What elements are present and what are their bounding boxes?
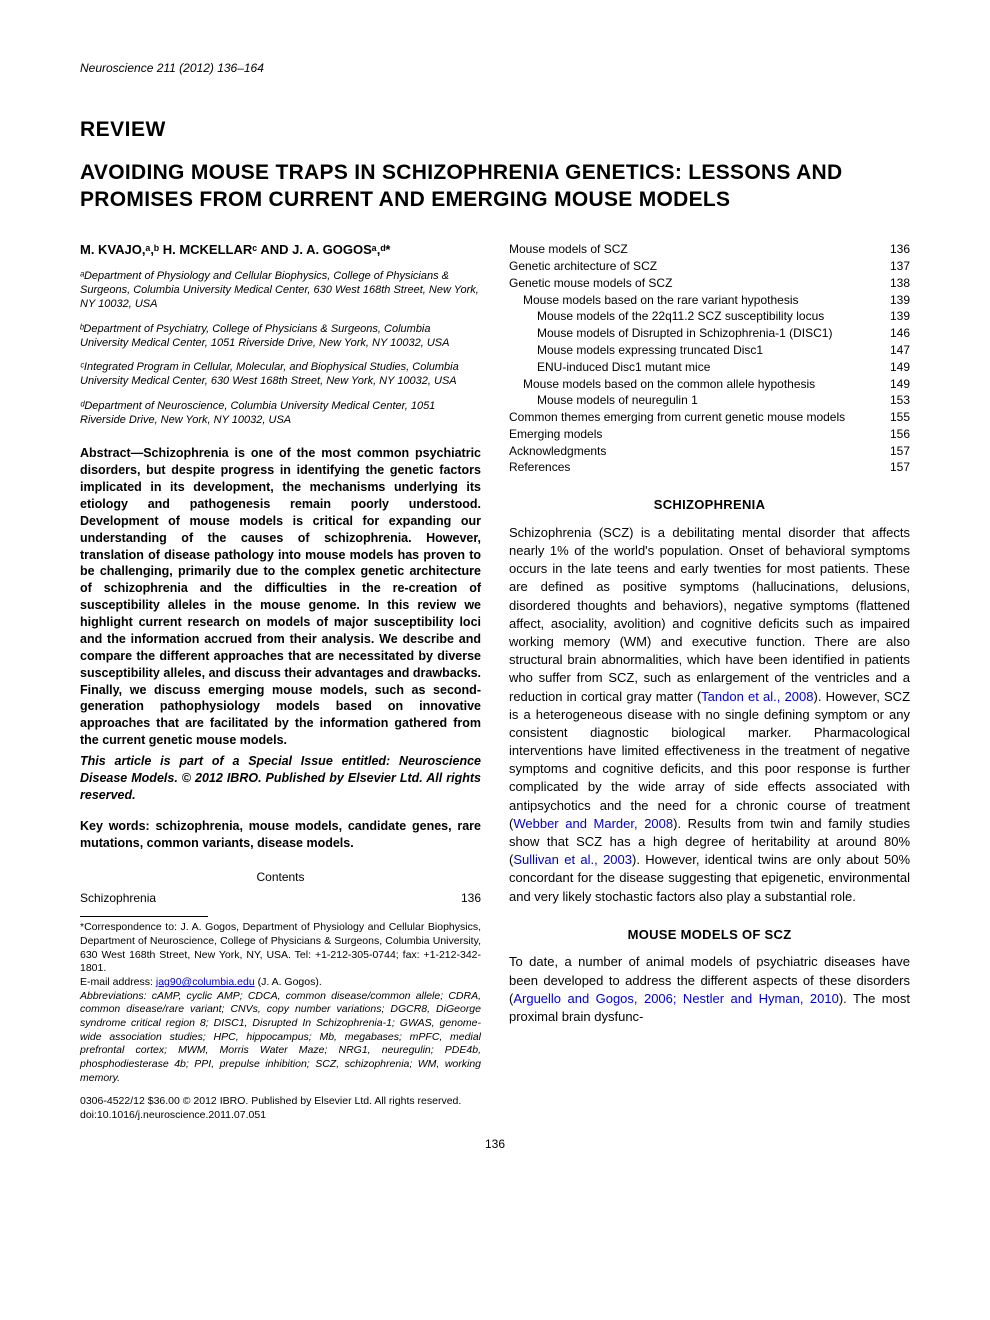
toc-left: Schizophrenia136 [80, 890, 481, 907]
toc-label: Mouse models of SCZ [509, 241, 884, 258]
authors-line: M. KVAJO,ᵃ,ᵇ H. MCKELLARᶜ AND J. A. GOGO… [80, 241, 481, 259]
affiliation-d: ᵈDepartment of Neuroscience, Columbia Un… [80, 399, 481, 428]
toc-entry: Genetic architecture of SCZ137 [509, 258, 910, 275]
citation-webber[interactable]: Webber and Marder, 2008 [513, 816, 673, 831]
toc-label: Emerging models [509, 426, 884, 443]
affiliation-a: ᵃDepartment of Physiology and Cellular B… [80, 269, 481, 312]
paper-title: AVOIDING MOUSE TRAPS IN SCHIZOPHRENIA GE… [80, 159, 910, 214]
toc-page: 136 [884, 241, 910, 258]
citation-tandon[interactable]: Tandon et al., 2008 [701, 689, 813, 704]
review-label: REVIEW [80, 116, 910, 144]
toc-page: 149 [884, 359, 910, 376]
toc-entry: Mouse models of Disrupted in Schizophren… [509, 325, 910, 342]
toc-page: 157 [884, 459, 910, 476]
toc-entry: Mouse models based on the common allele … [509, 376, 910, 393]
scz-text-1: Schizophrenia (SCZ) is a debilitating me… [509, 525, 910, 704]
toc-label: References [509, 459, 884, 476]
copyright-line: 0306-4522/12 $36.00 © 2012 IBRO. Publish… [80, 1095, 481, 1109]
toc-label: Genetic architecture of SCZ [509, 258, 884, 275]
toc-page: 138 [884, 275, 910, 292]
citation-arguello-nestler[interactable]: Arguello and Gogos, 2006; Nestler and Hy… [513, 991, 838, 1006]
toc-page: 146 [884, 325, 910, 342]
toc-label: Mouse models of neuregulin 1 [509, 392, 884, 409]
right-column: Mouse models of SCZ136Genetic architectu… [509, 241, 910, 1122]
toc-entry: Acknowledgments157 [509, 443, 910, 460]
footnote-block: *Correspondence to: J. A. Gogos, Departm… [80, 921, 481, 1085]
contents-heading: Contents [80, 869, 481, 885]
scz-text-2: ). However, SCZ is a heterogeneous disea… [509, 689, 910, 831]
toc-entry: Schizophrenia136 [80, 890, 481, 907]
footnote-rule [80, 916, 208, 917]
journal-header: Neuroscience 211 (2012) 136–164 [80, 60, 910, 76]
toc-page: 137 [884, 258, 910, 275]
toc-label: Common themes emerging from current gene… [509, 409, 884, 426]
two-column-layout: M. KVAJO,ᵃ,ᵇ H. MCKELLARᶜ AND J. A. GOGO… [80, 241, 910, 1122]
toc-entry: Emerging models156 [509, 426, 910, 443]
schizophrenia-body: Schizophrenia (SCZ) is a debilitating me… [509, 524, 910, 906]
toc-label: Mouse models expressing truncated Disc1 [509, 342, 884, 359]
toc-right: Mouse models of SCZ136Genetic architectu… [509, 241, 910, 476]
email-suffix: (J. A. Gogos). [255, 976, 322, 988]
toc-entry: References157 [509, 459, 910, 476]
toc-entry: Mouse models expressing truncated Disc11… [509, 342, 910, 359]
toc-label: Mouse models of Disrupted in Schizophren… [509, 325, 884, 342]
doi-block: 0306-4522/12 $36.00 © 2012 IBRO. Publish… [80, 1095, 481, 1122]
toc-page: 155 [884, 409, 910, 426]
citation-sullivan[interactable]: Sullivan et al., 2003 [513, 852, 632, 867]
correspondence-text: *Correspondence to: J. A. Gogos, Departm… [80, 921, 481, 974]
toc-page: 153 [884, 392, 910, 409]
toc-page: 156 [884, 426, 910, 443]
email-label: E-mail address: [80, 976, 156, 988]
abbreviations-text: Abbreviations: cAMP, cyclic AMP; CDCA, c… [80, 990, 481, 1084]
mouse-models-body: To date, a number of animal models of ps… [509, 953, 910, 1026]
special-issue-note: This article is part of a Special Issue … [80, 753, 481, 804]
toc-entry: Mouse models based on the rare variant h… [509, 292, 910, 309]
toc-page: 139 [884, 308, 910, 325]
toc-label: ENU-induced Disc1 mutant mice [509, 359, 884, 376]
toc-entry: Common themes emerging from current gene… [509, 409, 910, 426]
affiliation-c: ᶜIntegrated Program in Cellular, Molecul… [80, 360, 481, 389]
toc-entry: Mouse models of neuregulin 1153 [509, 392, 910, 409]
toc-entry: Mouse models of SCZ136 [509, 241, 910, 258]
left-column: M. KVAJO,ᵃ,ᵇ H. MCKELLARᶜ AND J. A. GOGO… [80, 241, 481, 1122]
affiliation-b: ᵇDepartment of Psychiatry, College of Ph… [80, 322, 481, 351]
section-heading-mouse-models: MOUSE MODELS OF SCZ [509, 926, 910, 944]
doi-line: doi:10.1016/j.neuroscience.2011.07.051 [80, 1109, 481, 1123]
toc-entry: ENU-induced Disc1 mutant mice149 [509, 359, 910, 376]
keywords-line: Key words: schizophrenia, mouse models, … [80, 818, 481, 852]
section-heading-schizophrenia: SCHIZOPHRENIA [509, 496, 910, 514]
toc-entry: Mouse models of the 22q11.2 SCZ suscepti… [509, 308, 910, 325]
toc-label: Mouse models of the 22q11.2 SCZ suscepti… [509, 308, 884, 325]
toc-page: 149 [884, 376, 910, 393]
toc-entry: Genetic mouse models of SCZ138 [509, 275, 910, 292]
toc-page: 136 [455, 890, 481, 907]
toc-page: 139 [884, 292, 910, 309]
toc-page: 147 [884, 342, 910, 359]
toc-label: Mouse models based on the common allele … [509, 376, 884, 393]
abstract-text: Abstract—Schizophrenia is one of the mos… [80, 445, 481, 749]
toc-label: Schizophrenia [80, 890, 455, 907]
toc-label: Acknowledgments [509, 443, 884, 460]
page-number: 136 [80, 1136, 910, 1152]
toc-label: Mouse models based on the rare variant h… [509, 292, 884, 309]
toc-page: 157 [884, 443, 910, 460]
toc-label: Genetic mouse models of SCZ [509, 275, 884, 292]
email-link[interactable]: jag90@columbia.edu [156, 976, 255, 988]
